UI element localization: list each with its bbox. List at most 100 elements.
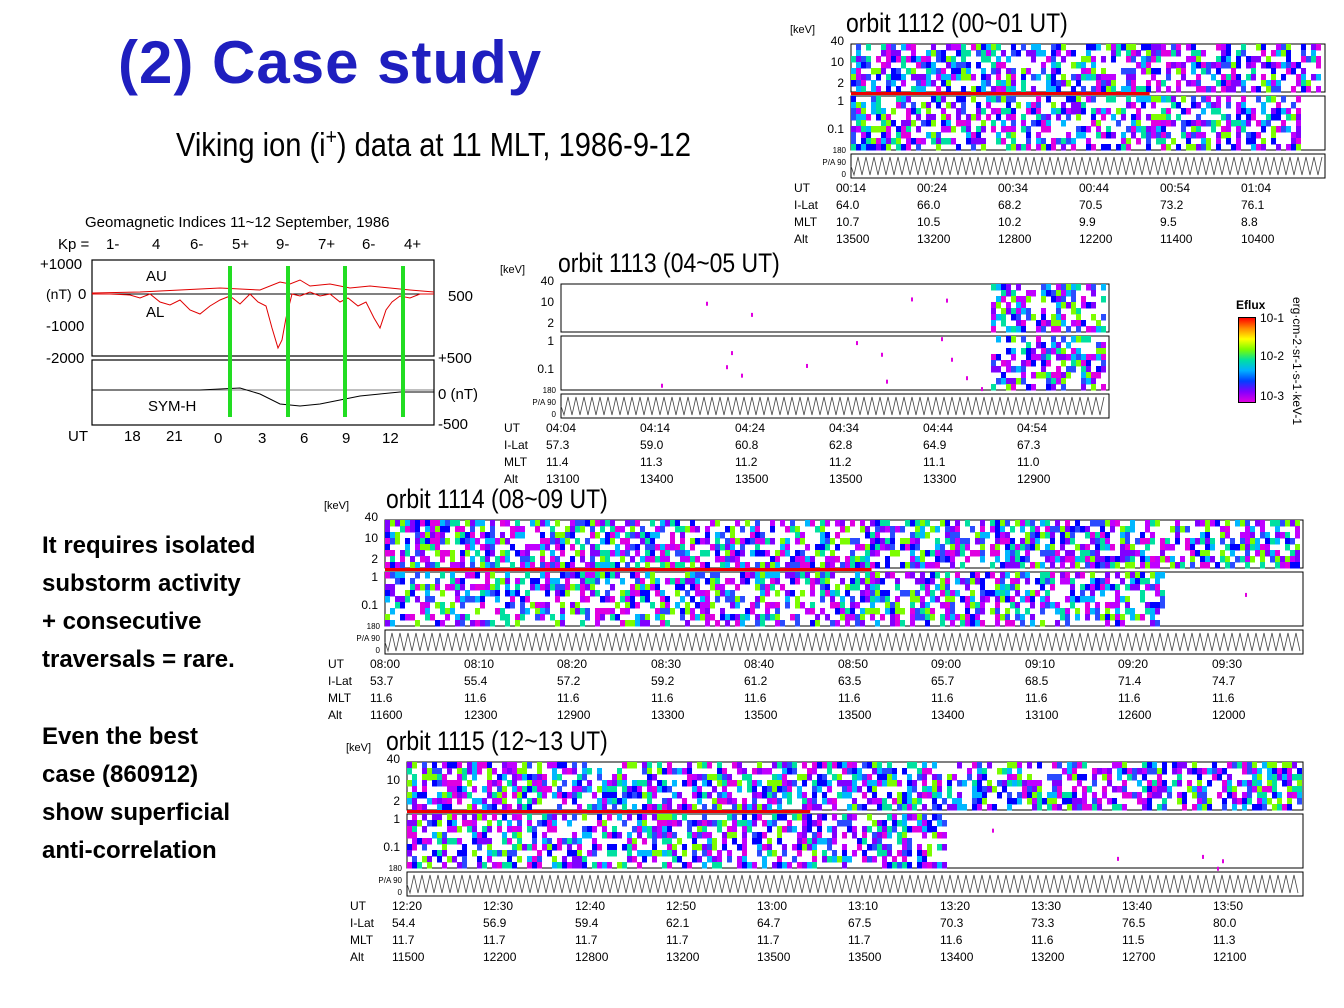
note-line: anti-correlation bbox=[42, 837, 217, 864]
flux-cell bbox=[906, 108, 911, 115]
flux-cell bbox=[872, 832, 877, 839]
flux-cell bbox=[1026, 132, 1031, 139]
flux-cell bbox=[925, 578, 930, 585]
flux-cell bbox=[1015, 608, 1020, 615]
flux-cell bbox=[897, 820, 902, 827]
flux-cell bbox=[605, 550, 610, 557]
flux-speck bbox=[731, 351, 733, 356]
flux-cell bbox=[490, 584, 495, 591]
flux-cell bbox=[717, 820, 722, 827]
flux-cell bbox=[1160, 556, 1165, 563]
flux-cell bbox=[427, 820, 432, 827]
flux-cell bbox=[590, 544, 595, 551]
pitch-tick: 0.1 bbox=[827, 122, 844, 136]
flux-cell bbox=[1011, 120, 1016, 127]
flux-cell bbox=[1186, 108, 1191, 115]
row-label: Alt bbox=[504, 472, 519, 486]
flux-cell bbox=[440, 538, 445, 545]
flux-cell bbox=[620, 538, 625, 545]
flux-cell bbox=[1180, 562, 1185, 569]
flux-cell bbox=[835, 556, 840, 563]
flux-cell bbox=[1131, 80, 1136, 87]
flux-cell bbox=[891, 56, 896, 63]
flux-cell bbox=[1295, 544, 1300, 551]
flux-cell bbox=[385, 620, 390, 627]
flux-cell bbox=[1107, 768, 1112, 775]
flux-cell bbox=[640, 596, 645, 603]
flux-cell bbox=[482, 862, 487, 869]
flux-cell bbox=[635, 584, 640, 591]
flux-cell bbox=[607, 798, 612, 805]
flux-cell bbox=[800, 532, 805, 539]
flux-cell bbox=[480, 532, 485, 539]
flux-cell bbox=[852, 762, 857, 769]
flux-cell bbox=[885, 596, 890, 603]
flux-cell bbox=[996, 354, 1001, 361]
flux-cell bbox=[1030, 620, 1035, 627]
flux-cell bbox=[1081, 86, 1086, 93]
flux-cell bbox=[980, 608, 985, 615]
flux-cell bbox=[652, 814, 657, 821]
flux-cell bbox=[430, 584, 435, 591]
flux-cell bbox=[492, 850, 497, 857]
pa-tick: 0 bbox=[397, 888, 402, 897]
flux-cell bbox=[1245, 532, 1250, 539]
flux-cell bbox=[1046, 290, 1051, 297]
flux-cell bbox=[580, 578, 585, 585]
flux-cell bbox=[587, 768, 592, 775]
flux-cell bbox=[1162, 798, 1167, 805]
flux-cell bbox=[565, 584, 570, 591]
flux-cell bbox=[1271, 114, 1276, 121]
flux-cell bbox=[1226, 102, 1231, 109]
flux-cell bbox=[1060, 578, 1065, 585]
flux-cell bbox=[697, 856, 702, 863]
flux-cell bbox=[1160, 596, 1165, 603]
flux-cell bbox=[502, 762, 507, 769]
orbit-title: orbit 1115 (12~13 UT) bbox=[386, 726, 608, 756]
flux-cell bbox=[947, 786, 952, 793]
flux-cell bbox=[745, 578, 750, 585]
flux-cell bbox=[1061, 44, 1066, 51]
flux-cell bbox=[1011, 348, 1016, 355]
row-label: MLT bbox=[350, 933, 374, 947]
flux-cell bbox=[797, 786, 802, 793]
flux-cell bbox=[577, 780, 582, 787]
flux-cell bbox=[1226, 80, 1231, 87]
flux-cell bbox=[690, 614, 695, 621]
flux-cell bbox=[1126, 96, 1131, 103]
flux-cell bbox=[962, 780, 967, 787]
flux-cell bbox=[657, 768, 662, 775]
flux-cell bbox=[1210, 556, 1215, 563]
flux-cell bbox=[1051, 336, 1056, 343]
flux-cell bbox=[986, 56, 991, 63]
flux-cell bbox=[477, 798, 482, 805]
flux-cell bbox=[975, 550, 980, 557]
flux-cell bbox=[1096, 348, 1101, 355]
flux-cell bbox=[432, 814, 437, 821]
flux-cell bbox=[990, 550, 995, 557]
flux-cell bbox=[971, 86, 976, 93]
flux-cell bbox=[1146, 126, 1151, 133]
flux-cell bbox=[1056, 342, 1061, 349]
flux-cell bbox=[1021, 126, 1026, 133]
flux-cell bbox=[492, 814, 497, 821]
flux-cell bbox=[760, 614, 765, 621]
flux-cell bbox=[475, 538, 480, 545]
flux-cell bbox=[520, 596, 525, 603]
flux-cell bbox=[842, 862, 847, 869]
flux-cell bbox=[430, 614, 435, 621]
flux-cell bbox=[1251, 138, 1256, 145]
flux-cell bbox=[820, 532, 825, 539]
flux-cell bbox=[1071, 296, 1076, 303]
flux-cell bbox=[407, 844, 412, 851]
flux-cell bbox=[1201, 138, 1206, 145]
flux-cell bbox=[927, 844, 932, 851]
flux-cell bbox=[1051, 296, 1056, 303]
flux-cell bbox=[620, 556, 625, 563]
flux-cell bbox=[875, 620, 880, 627]
table-cell: 62.8 bbox=[829, 438, 853, 452]
flux-cell bbox=[1086, 336, 1091, 343]
flux-cell bbox=[1245, 538, 1250, 545]
flux-cell bbox=[920, 532, 925, 539]
kp-value: 4 bbox=[152, 236, 161, 253]
